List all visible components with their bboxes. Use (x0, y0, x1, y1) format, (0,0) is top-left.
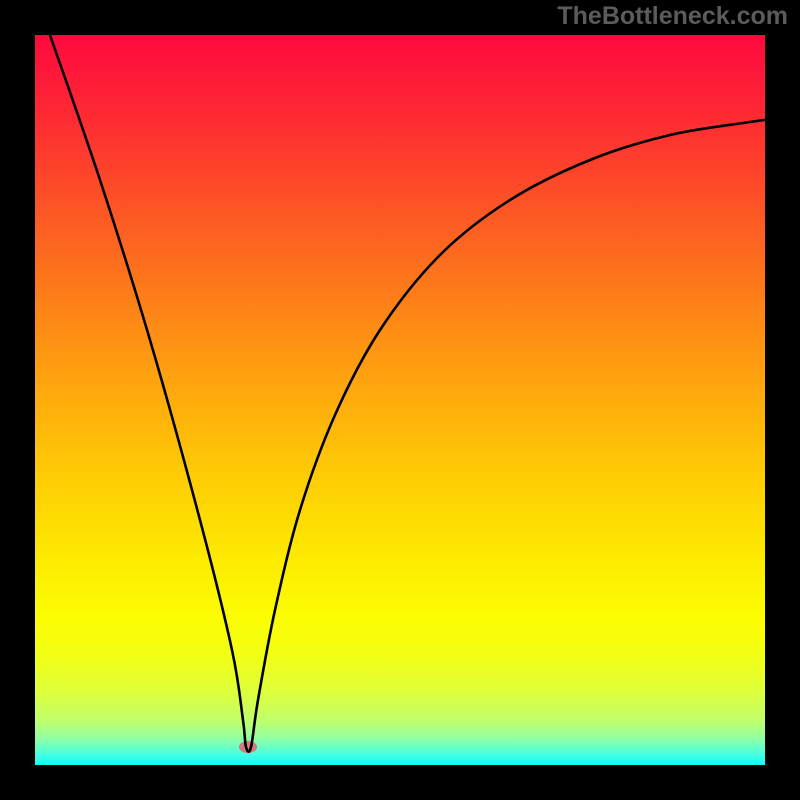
plot-area (0, 0, 800, 800)
gradient-background (35, 35, 765, 765)
watermark-text: TheBottleneck.com (557, 2, 788, 31)
bottleneck-curve-chart (0, 0, 800, 800)
